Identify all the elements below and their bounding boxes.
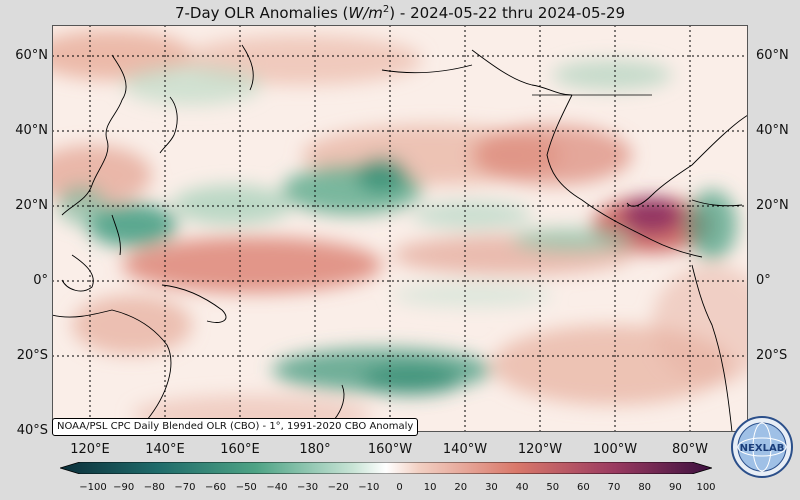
colorbar-tick-label: −10 xyxy=(358,482,380,493)
lon-label: 140°W xyxy=(442,442,488,457)
logo-text: NEXLAB xyxy=(740,443,785,454)
colorbar-tick-label: 90 xyxy=(668,482,682,493)
colorbar-tick-label: −20 xyxy=(327,482,349,493)
colorbar-tick-label: 80 xyxy=(638,482,652,493)
lon-label: 100°W xyxy=(592,442,638,457)
lat-label: 20°S xyxy=(16,348,48,363)
olr-anomaly-map xyxy=(52,25,748,432)
colorbar-tick-label: −70 xyxy=(174,482,196,493)
colorbar-tick-label: −40 xyxy=(266,482,288,493)
lat-label: 60°N xyxy=(15,48,48,63)
lon-label: 140°E xyxy=(145,442,185,457)
colorbar-tick-label: −90 xyxy=(113,482,135,493)
colorbar xyxy=(60,462,712,474)
lat-label: 0° xyxy=(33,273,48,288)
colorbar-tick-label: 30 xyxy=(485,482,498,493)
colorbar-tick-label: 100 xyxy=(696,482,716,493)
lat-label: 20°S xyxy=(756,348,788,363)
colorbar-tick-label: 20 xyxy=(454,482,468,493)
data-source-credit: NOAA/PSL CPC Daily Blended OLR (CBO) - 1… xyxy=(52,418,419,436)
lon-label: 160°E xyxy=(220,442,260,457)
lat-label: 40°N xyxy=(15,123,48,138)
colorbar-tick-label: 40 xyxy=(515,482,529,493)
lat-label: 20°N xyxy=(15,198,48,213)
colorbar-tick-label: −50 xyxy=(235,482,257,493)
graticule xyxy=(52,25,748,432)
colorbar-tick-label: 0 xyxy=(396,482,403,493)
lon-label: 120°E xyxy=(70,442,110,457)
lat-label: 0° xyxy=(756,273,771,288)
colorbar-tick-label: −100 xyxy=(79,482,107,493)
lat-label: 20°N xyxy=(756,198,789,213)
lon-label: 160°W xyxy=(367,442,413,457)
lon-label: 180° xyxy=(299,442,331,457)
lat-label: 60°N xyxy=(756,48,789,63)
lat-label: 40°N xyxy=(756,123,789,138)
colorbar-tick-label: −60 xyxy=(205,482,227,493)
colorbar-tick-label: −30 xyxy=(296,482,319,493)
colorbar-tick-label: 10 xyxy=(423,482,437,493)
colorbar-tick-label: 60 xyxy=(577,482,590,493)
lon-label: 80°W xyxy=(672,442,708,457)
colorbar-tick-label: −80 xyxy=(143,482,165,493)
lon-label: 120°W xyxy=(517,442,563,457)
lat-label: 40°S xyxy=(16,423,48,438)
colorbar-tick-label: 70 xyxy=(607,482,621,493)
nexlab-globe-logo: NEXLAB xyxy=(731,416,793,478)
map-title: 7-Day OLR Anomalies (W/m2) - 2024-05-22 … xyxy=(174,4,626,22)
colorbar-tick-label: 50 xyxy=(546,482,560,493)
